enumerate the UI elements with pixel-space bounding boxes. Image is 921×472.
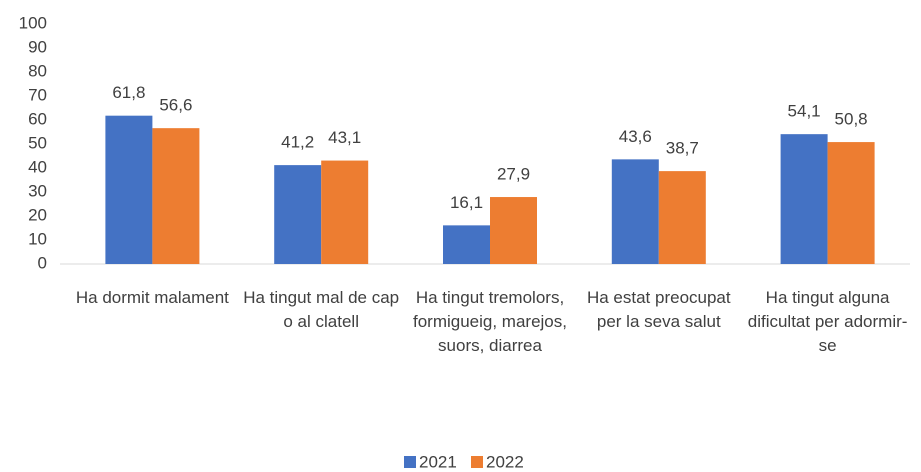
legend-label: 2021	[419, 452, 457, 471]
y-tick-label: 0	[38, 253, 47, 272]
data-label: 38,7	[666, 139, 699, 158]
legend-swatch	[404, 456, 416, 468]
x-tick-label: Ha tingut mal de cap o al clatell	[243, 288, 400, 331]
data-label: 27,9	[497, 165, 530, 184]
bar	[152, 128, 200, 264]
data-label: 54,1	[788, 102, 821, 121]
legend-label: 2022	[486, 452, 524, 471]
data-label: 61,8	[112, 83, 145, 102]
y-tick-label: 50	[28, 133, 47, 152]
bar	[490, 197, 537, 264]
x-tick-label: Ha dormit malament	[75, 288, 229, 307]
data-label: 43,6	[619, 127, 652, 146]
x-tick-label: Ha tingut alguna dificultat per adormir-…	[747, 288, 908, 355]
bar	[321, 160, 369, 264]
y-tick-label: 100	[19, 13, 47, 32]
y-tick-label: 80	[28, 61, 47, 80]
data-label: 43,1	[328, 128, 361, 147]
bar	[274, 165, 322, 264]
bar	[827, 142, 875, 264]
data-label: 16,1	[450, 193, 483, 212]
y-tick-label: 10	[28, 229, 47, 248]
bar	[443, 225, 490, 264]
x-tick-label: Ha estat preocupat per la seva salut	[586, 288, 731, 331]
y-tick-label: 30	[28, 181, 47, 200]
bar	[658, 171, 706, 264]
bar	[780, 134, 828, 264]
y-tick-label: 20	[28, 205, 47, 224]
y-tick-label: 40	[28, 157, 47, 176]
y-tick-label: 70	[28, 85, 47, 104]
x-tick-label: Ha tingut tremolors, formigueig, marejos…	[412, 288, 567, 355]
data-label: 50,8	[835, 110, 868, 129]
bar	[611, 159, 659, 264]
bar	[105, 115, 153, 265]
y-tick-label: 90	[28, 37, 47, 56]
legend-swatch	[471, 456, 483, 468]
data-label: 41,2	[281, 133, 314, 152]
y-tick-label: 60	[28, 109, 47, 128]
data-label: 56,6	[159, 96, 192, 115]
